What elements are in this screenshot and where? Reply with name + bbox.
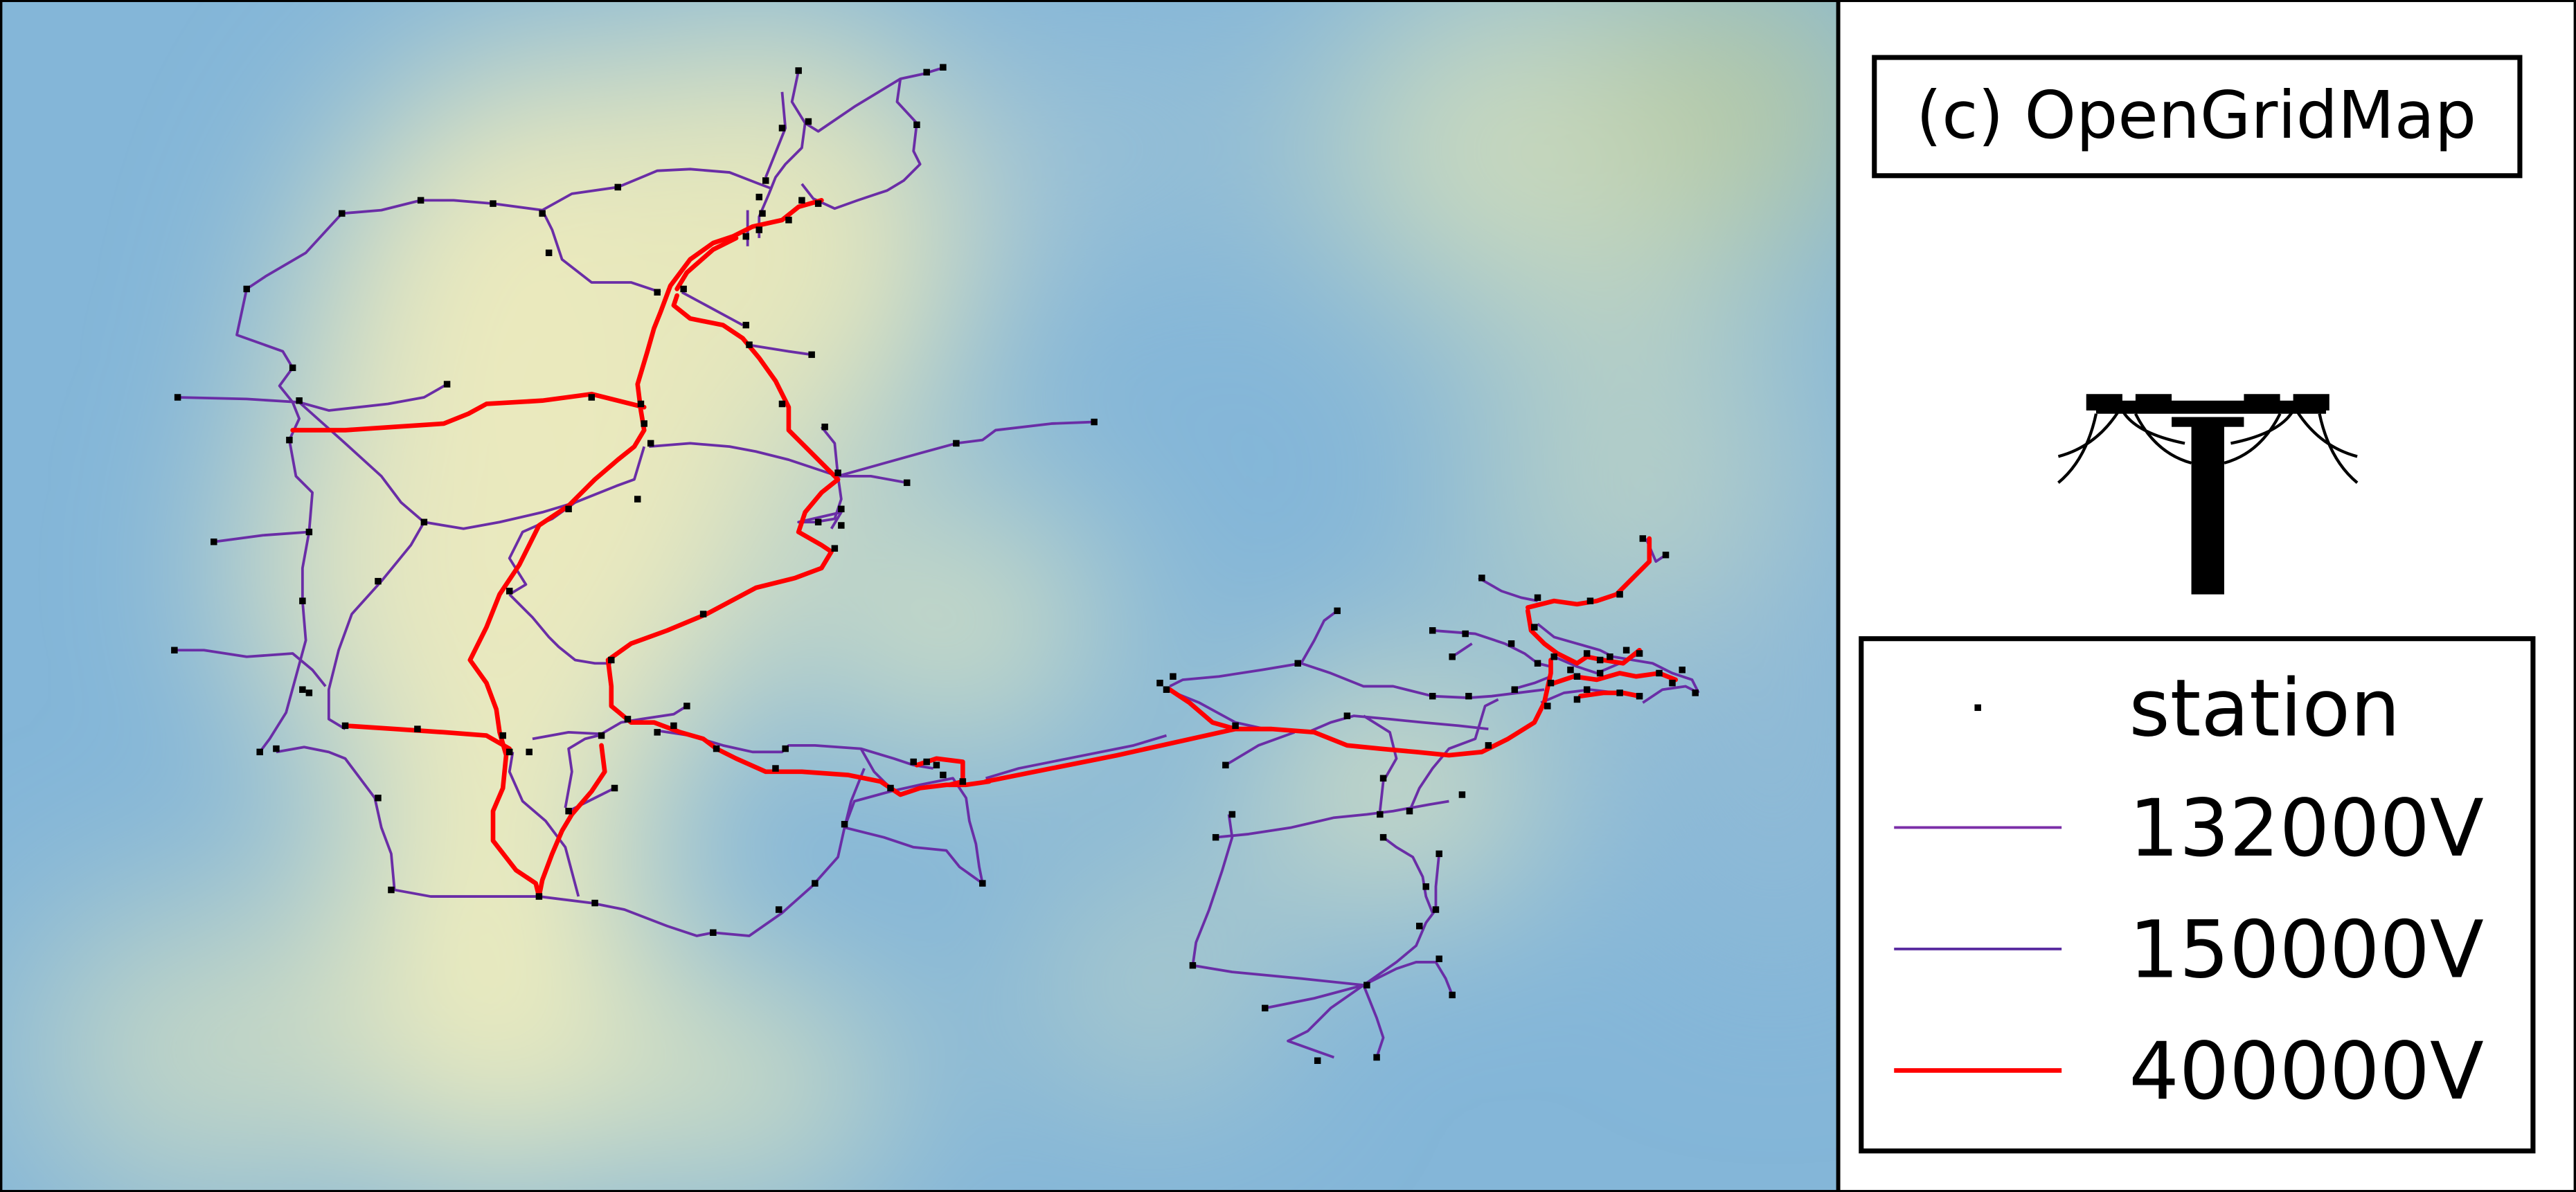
terrain-background <box>0 0 1839 1192</box>
copyright-text: (c) OpenGridMap <box>1916 78 2476 154</box>
legend-label-132kv: 132000V <box>2129 782 2483 874</box>
legend: station 132000V 150000V 400000V <box>1859 636 2536 1154</box>
power-pole-icon <box>2057 394 2359 595</box>
legend-item-132kv: 132000V <box>1894 782 2484 874</box>
legend-item-station: station <box>1974 662 2400 755</box>
legend-item-400kv: 400000V <box>1894 1025 2484 1117</box>
legend-label-station: station <box>2129 662 2400 755</box>
map-frame <box>0 0 1839 1192</box>
legend-item-150kv: 150000V <box>1894 903 2484 995</box>
legend-station-marker <box>1974 704 1981 712</box>
legend-label-400kv: 400000V <box>2129 1025 2483 1117</box>
copyright-box: (c) OpenGridMap <box>1872 55 2523 179</box>
stations <box>171 64 1699 1064</box>
legend-label-150kv: 150000V <box>2129 903 2483 995</box>
